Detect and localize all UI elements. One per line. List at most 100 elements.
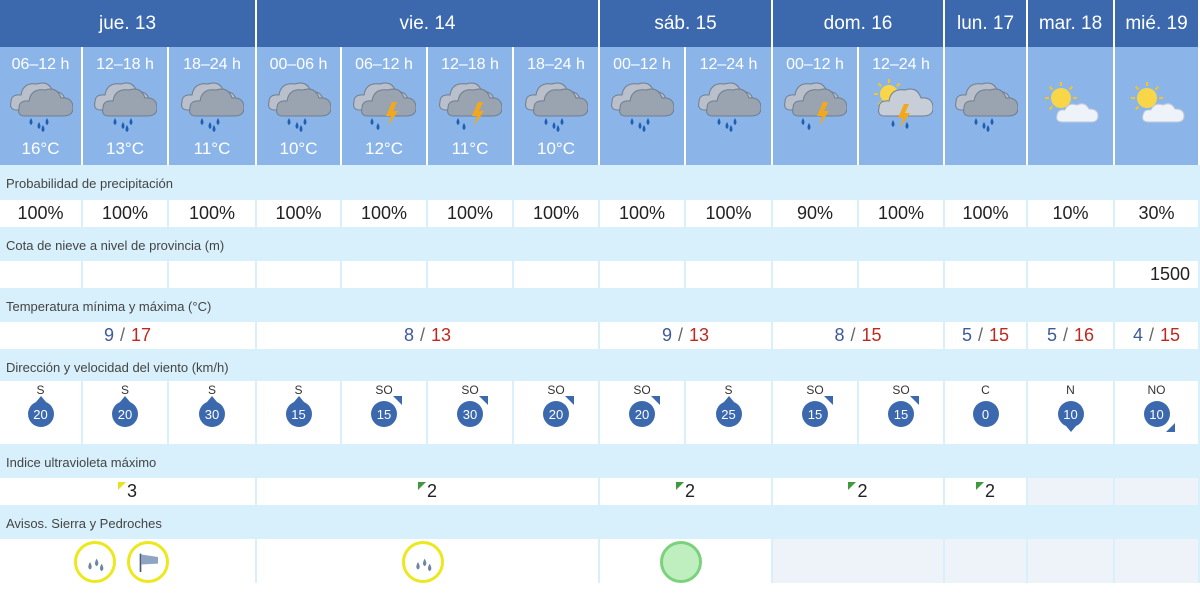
temp-separator: / [850, 325, 856, 345]
wind-badge: 0 [972, 401, 999, 427]
wind-badge: 15 [285, 396, 312, 427]
sun-cloud-icon [1130, 82, 1185, 123]
uv-cell [1115, 478, 1200, 505]
snow-value [83, 261, 169, 288]
wind-badge: 15 [371, 396, 402, 427]
wind-speed: 15 [285, 401, 312, 427]
uv-cell: 2 [773, 478, 945, 505]
precip-label-text: Probabilidad de precipitación [6, 176, 173, 191]
temp-max: 13 [689, 325, 710, 345]
wind-direction: SO [375, 383, 393, 397]
period-label: 06–12 h [355, 56, 413, 73]
day-header[interactable]: jue. 13 [0, 0, 257, 47]
snow-value [600, 261, 686, 288]
snow-value [0, 261, 83, 288]
rain-cloud-icon [94, 82, 157, 132]
temp-min-max: 9/ 17 [0, 322, 257, 349]
temp-max: 17 [131, 325, 152, 345]
period-cell: 12–18 h 13°C [83, 47, 169, 165]
temp-separator: / [1062, 325, 1068, 345]
period-temperature: 16°C [21, 139, 60, 158]
period-label: 00–12 h [786, 56, 844, 73]
day-header[interactable]: dom. 16 [773, 0, 945, 47]
wind-arrow-icon [1065, 426, 1076, 432]
temp-min: 9 [103, 325, 114, 345]
warning-badge[interactable] [127, 541, 169, 583]
avisos-cell [0, 539, 257, 583]
temp-max: 15 [989, 325, 1010, 345]
warning-badge[interactable] [402, 541, 444, 583]
period-cell: 00–12 h [600, 47, 686, 165]
wind-arrow-icon [1165, 423, 1175, 432]
wind-row: S 20 S 20 S 30 S 15 SO 15 SO 30 SO 20 SO 20 S 25 SO 15 SO 15 C… [0, 381, 1200, 444]
avisos-row [0, 539, 1200, 583]
rain-warning-icon [416, 558, 432, 572]
wind-speed: 30 [457, 401, 483, 427]
period-label: 18–24 h [183, 56, 241, 73]
wind-badge: 10 [1057, 401, 1084, 432]
precip-value: 100% [686, 200, 773, 227]
period-temperature: 10°C [279, 139, 318, 158]
temp-min-max: 8/ 13 [257, 322, 600, 349]
period-label: 12–18 h [441, 56, 499, 73]
period-cell: 18–24 h 11°C [169, 47, 257, 165]
period-label: 12–18 h [96, 56, 154, 73]
uv-flag-icon [848, 481, 857, 490]
rain-cloud-icon [181, 82, 244, 132]
wind-cell: SO 15 [859, 381, 945, 444]
period-cell: 12–24 h [859, 47, 945, 165]
period-temperature: 12°C [365, 139, 403, 158]
uv-value: 2 [984, 481, 995, 501]
precip-value: 100% [859, 200, 945, 227]
wind-badge: 15 [802, 396, 833, 427]
uv-value: 2 [684, 481, 695, 501]
uv-value: 2 [857, 481, 868, 501]
day-header-row: jue. 13 vie. 14 sáb. 15 dom. 16 lun. 17 mar. … [0, 0, 1200, 47]
precip-row: 100% 100% 100% 100% 100% 100% 100% 100% 100% 90% 1… [0, 200, 1200, 227]
uv-cell: 2 [945, 478, 1028, 505]
period-temperature: 13°C [106, 139, 144, 158]
wind-speed: 10 [1057, 401, 1084, 427]
temp-min-max: 5/ 16 [1028, 322, 1115, 349]
wind-warning-icon [139, 553, 158, 572]
uv-cell [1028, 478, 1115, 505]
snow-value [257, 261, 342, 288]
day-header[interactable]: lun. 17 [945, 0, 1028, 47]
temp-min: 8 [403, 325, 414, 345]
wind-cell: S 15 [257, 381, 342, 444]
day-header[interactable]: vie. 14 [257, 0, 600, 47]
wind-speed: 20 [27, 401, 54, 427]
precip-value: 100% [169, 200, 257, 227]
wind-direction: SO [892, 383, 910, 397]
temp-separator: / [1148, 325, 1154, 345]
rain-cloud-icon [611, 82, 674, 132]
day-header[interactable]: mié. 19 [1115, 0, 1200, 47]
wind-arrow-icon [723, 396, 734, 402]
uv-flag-icon [417, 481, 426, 490]
wind-badge: 20 [27, 396, 54, 427]
wind-speed: 10 [1143, 401, 1170, 427]
no-warning-badge[interactable] [660, 541, 702, 583]
wind-direction: S [724, 383, 733, 397]
wind-direction: S [120, 383, 129, 397]
wind-speed: 20 [629, 401, 655, 427]
uv-flag-icon [117, 481, 126, 490]
period-label: 00–12 h [613, 56, 671, 73]
rain-cloud-icon [525, 82, 588, 132]
precip-value: 100% [0, 200, 83, 227]
wind-speed: 15 [888, 401, 914, 427]
day-header[interactable]: mar. 18 [1028, 0, 1115, 47]
wind-cell: SO 20 [600, 381, 686, 444]
warning-badge[interactable] [74, 541, 116, 583]
day-header[interactable]: sáb. 15 [600, 0, 773, 47]
wind-direction: S [207, 383, 216, 397]
uv-value: 2 [426, 481, 437, 501]
sun-storm-cloud-icon [874, 79, 933, 129]
wind-speed: 30 [199, 401, 225, 427]
temp-max: 16 [1074, 325, 1095, 345]
period-label: 12–24 h [872, 56, 930, 73]
wind-cell: SO 20 [514, 381, 600, 444]
precip-value: 100% [514, 200, 600, 227]
wind-direction: SO [461, 383, 479, 397]
period-label: 06–12 h [11, 56, 70, 73]
